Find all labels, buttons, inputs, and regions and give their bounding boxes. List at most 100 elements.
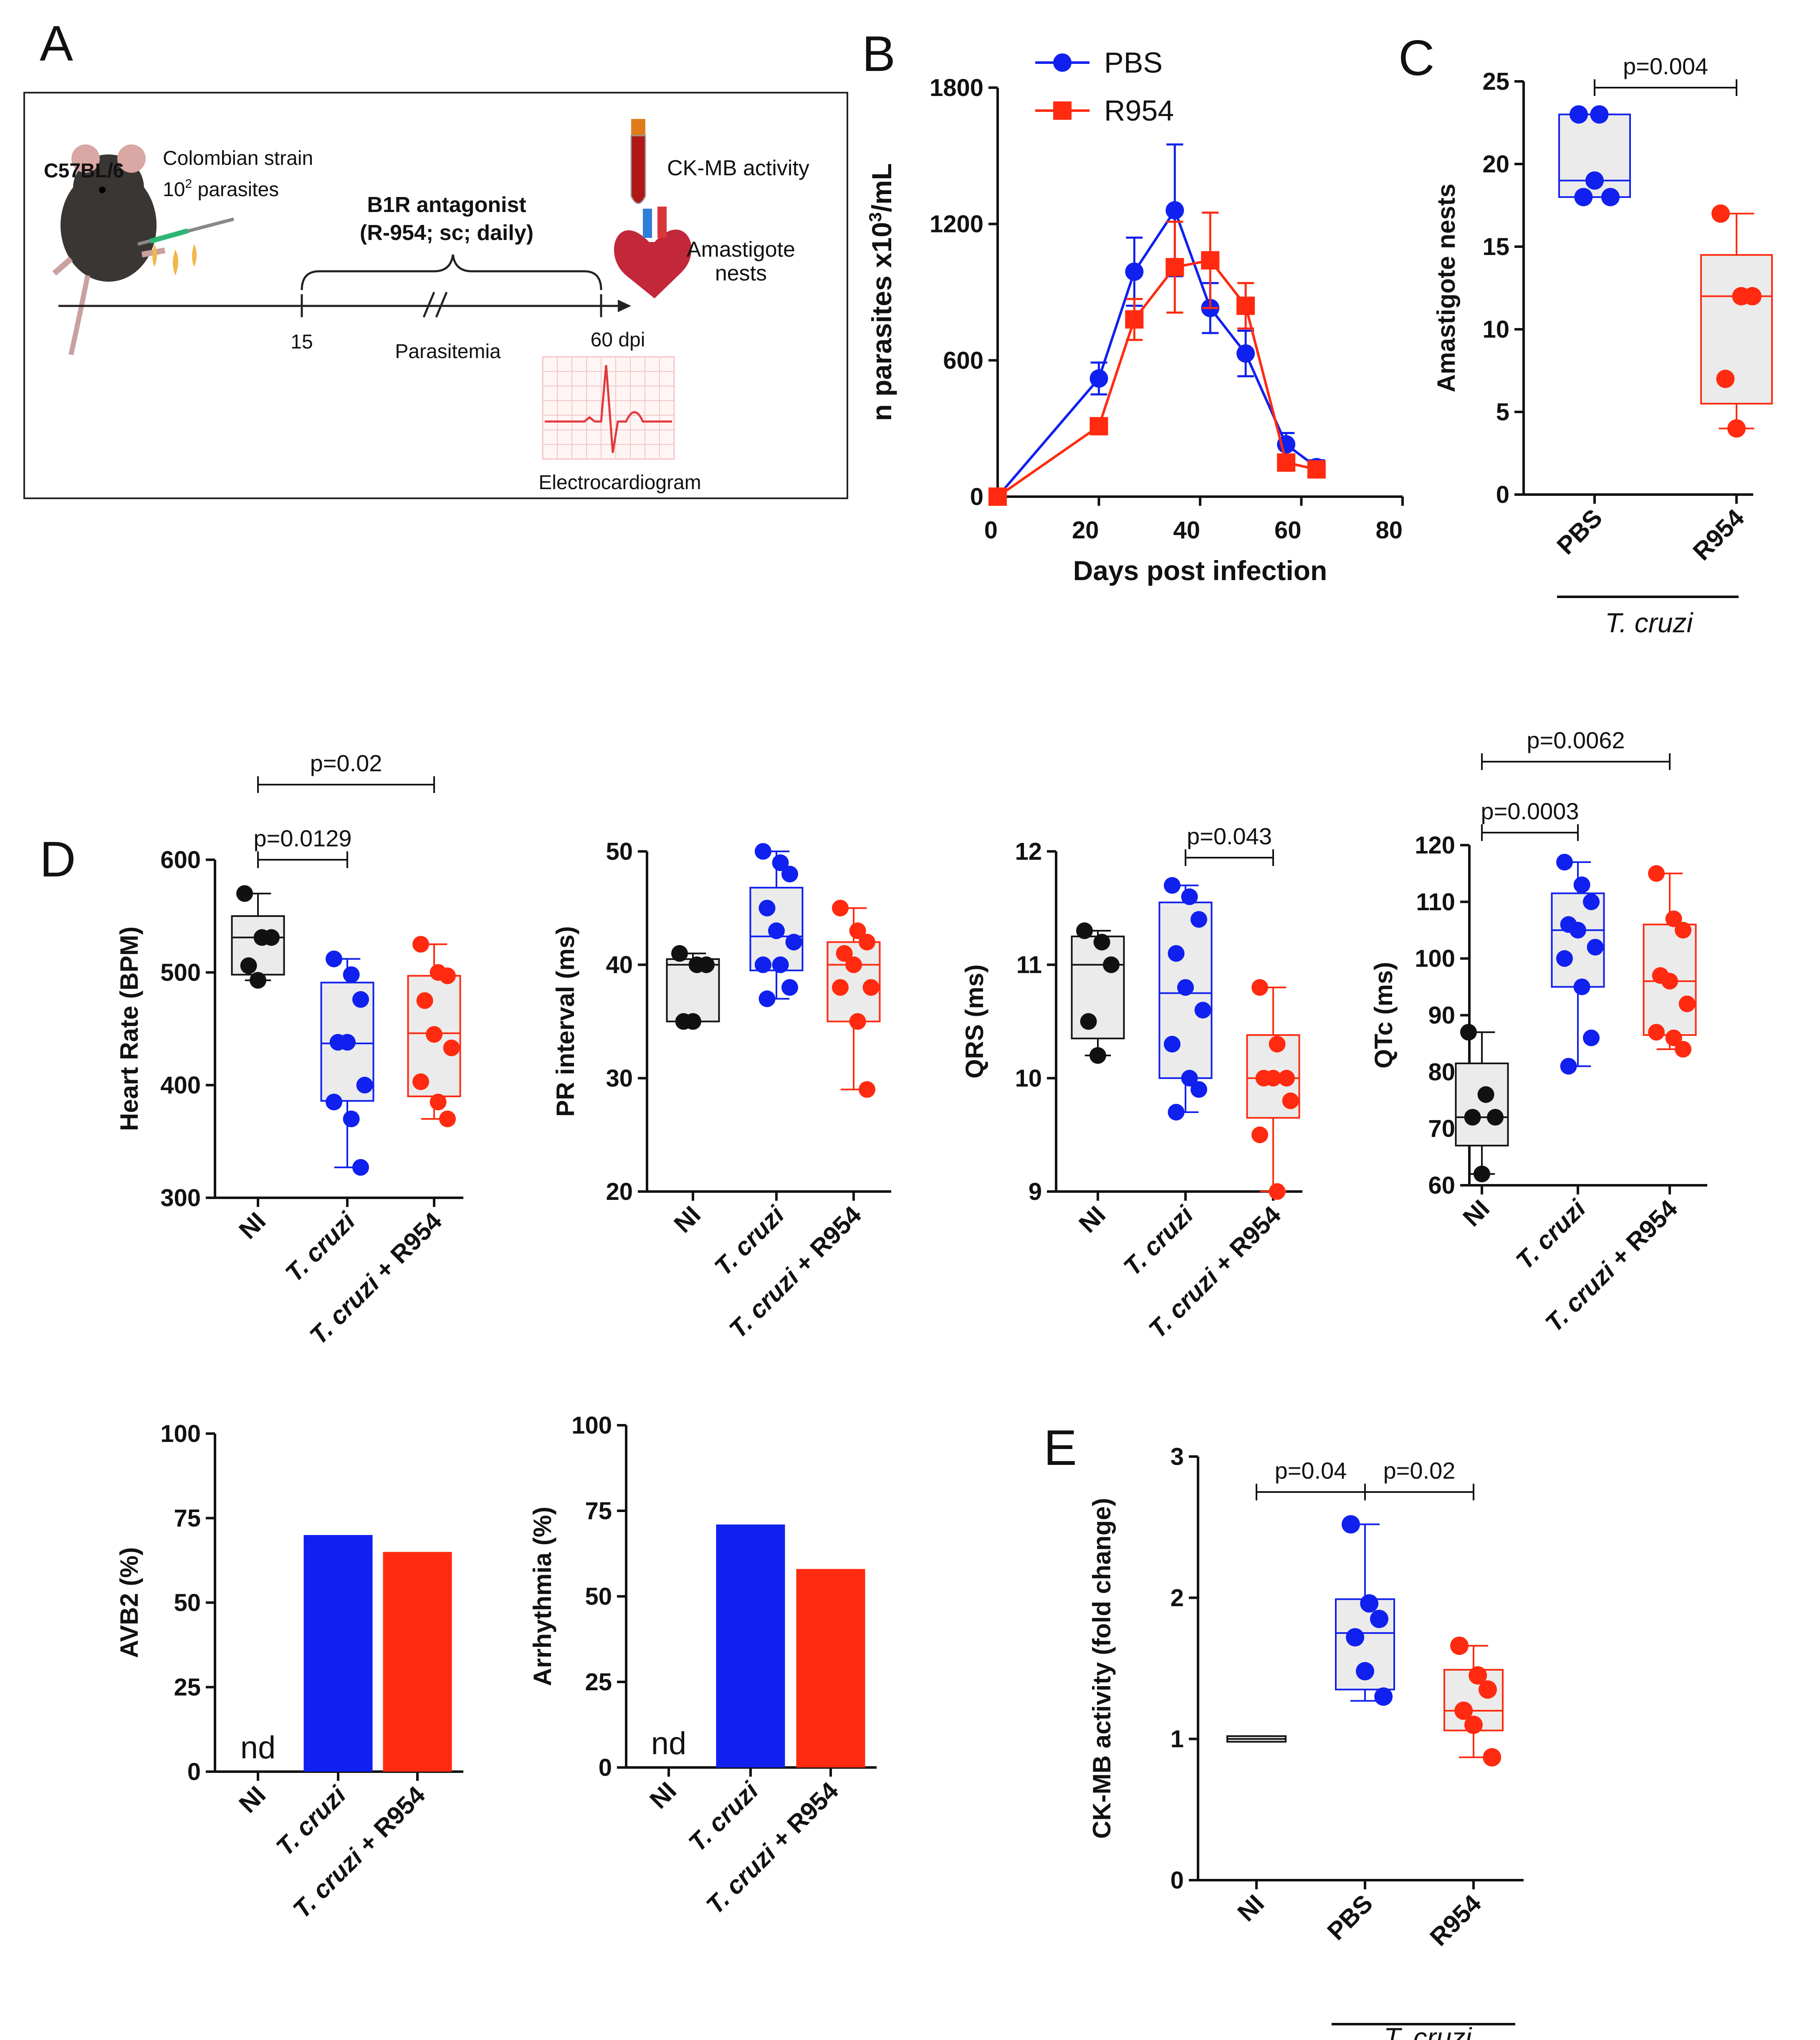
y-tick-label: 75 xyxy=(174,1505,201,1532)
data-point xyxy=(758,899,776,916)
data-point xyxy=(1583,893,1600,910)
y-tick-label: 1800 xyxy=(930,74,983,101)
blood-tube-icon xyxy=(630,119,646,204)
timeline-arrowhead xyxy=(618,300,631,312)
y-tick-label: 110 xyxy=(1416,889,1455,916)
y-tick-label: 10 xyxy=(1015,1065,1042,1092)
data-point xyxy=(1570,105,1588,124)
inoculum-label-line2: 102 parasites xyxy=(163,177,279,201)
x-category-label: T. cruzi xyxy=(280,1207,361,1288)
nests-label-line2: nests xyxy=(715,261,767,285)
data-point xyxy=(326,1093,342,1111)
y-tick-label: 1200 xyxy=(930,211,983,238)
data-point xyxy=(1460,1024,1477,1041)
y-tick-label: 300 xyxy=(160,1184,201,1212)
box-iqr xyxy=(231,915,285,976)
data-point xyxy=(755,956,771,973)
day-start-label: 15 xyxy=(291,331,313,353)
bar xyxy=(716,1524,785,1767)
p-value-label: p=0.0003 xyxy=(1481,798,1579,824)
data-point xyxy=(1675,922,1691,939)
data-point xyxy=(1585,171,1604,190)
data-point xyxy=(352,1159,369,1176)
x-category-label: PBS xyxy=(1322,1889,1378,1946)
x-category-label: NI xyxy=(1457,1194,1495,1232)
y-tick-label: 0 xyxy=(970,483,983,510)
x-category-label: PBS xyxy=(1552,504,1608,560)
x-category-label: NI xyxy=(644,1777,682,1814)
data-point xyxy=(1483,1748,1502,1767)
data-point xyxy=(1177,979,1194,996)
data-point xyxy=(1201,251,1220,270)
x-category-label: NI xyxy=(233,1781,271,1818)
data-point xyxy=(1236,296,1255,315)
x-tick-label: 20 xyxy=(1072,517,1099,544)
x-category-label: NI xyxy=(1232,1889,1269,1927)
ecg-trace xyxy=(545,365,672,453)
data-point xyxy=(1661,973,1678,990)
data-point xyxy=(343,1111,360,1127)
data-point xyxy=(1573,876,1590,894)
x-category-label: T. cruzi + R954 xyxy=(724,1200,867,1343)
data-point xyxy=(1089,1047,1106,1064)
y-axis-label: AVB2 (%) xyxy=(115,1547,143,1658)
y-tick-label: 100 xyxy=(1415,945,1455,972)
data-point xyxy=(1093,934,1110,951)
data-point xyxy=(1165,258,1184,277)
y-tick-label: 30 xyxy=(606,1065,633,1092)
legend-marker xyxy=(1053,53,1072,72)
y-tick-label: 0 xyxy=(187,1758,201,1785)
y-tick-label: 25 xyxy=(174,1674,201,1701)
data-point xyxy=(1556,950,1573,967)
data-point xyxy=(339,1034,356,1051)
panel-e-group-label: T. cruzi xyxy=(1384,2022,1473,2040)
parasitemia-label: Parasitemia xyxy=(395,341,501,363)
box-iqr xyxy=(1071,935,1125,1040)
data-point xyxy=(439,967,456,985)
data-point xyxy=(698,956,715,973)
y-axis-label: n parasites x103/mL xyxy=(865,163,897,421)
mouse-strain-label: C57BL/6 xyxy=(44,160,124,182)
panel-c-group-label: T. cruzi xyxy=(1605,607,1694,638)
bar xyxy=(383,1552,452,1772)
timeline-break-2 xyxy=(435,292,448,318)
data-point xyxy=(1125,310,1144,329)
data-point xyxy=(1277,453,1296,472)
data-point xyxy=(836,945,853,962)
y-tick-label: 400 xyxy=(160,1072,201,1099)
data-point xyxy=(263,929,280,946)
legend-label: PBS xyxy=(1104,46,1163,79)
y-tick-label: 600 xyxy=(943,347,983,374)
data-point xyxy=(768,922,785,939)
bar-annotation: nd xyxy=(240,1730,276,1765)
heart-icon xyxy=(614,207,692,298)
p-value-label: p=0.043 xyxy=(1187,823,1272,849)
data-point xyxy=(1269,1183,1286,1200)
x-category-label: T. cruzi + R954 xyxy=(288,1780,431,1924)
ckmb-box-plot: 0 1 2 3 CK-MB activity (fold change) NI PBS R95… xyxy=(1088,1443,1524,1952)
data-point xyxy=(832,979,849,996)
parasitemia-line-chart: 0 600 1200 1800 0 20 40 60 80 Days post infection… xyxy=(865,46,1404,586)
data-point xyxy=(1089,417,1108,436)
x-tick-label: 40 xyxy=(1173,517,1200,544)
y-tick-label: 600 xyxy=(160,846,201,874)
y-axis-label: QRS (ms) xyxy=(961,964,988,1078)
data-point xyxy=(1601,188,1620,207)
data-point xyxy=(781,979,798,996)
data-point xyxy=(1469,1666,1487,1685)
data-point xyxy=(845,956,862,973)
data-point xyxy=(426,1026,442,1043)
x-tick-label: 80 xyxy=(1375,517,1403,544)
ckmb-label: CK-MB activity xyxy=(667,156,809,180)
y-tick-label: 1 xyxy=(1170,1726,1184,1753)
data-point xyxy=(1251,1126,1268,1144)
treatment-brace xyxy=(301,254,602,290)
data-point xyxy=(988,487,1007,506)
parasite-icon xyxy=(152,244,197,275)
data-point xyxy=(356,1077,373,1093)
day-end-label: 60 dpi xyxy=(591,329,645,351)
panel-c-letter: C xyxy=(1398,30,1435,86)
panel-a-schematic: C57BL/6 Colombian strain 102 parasites B… xyxy=(23,92,848,499)
